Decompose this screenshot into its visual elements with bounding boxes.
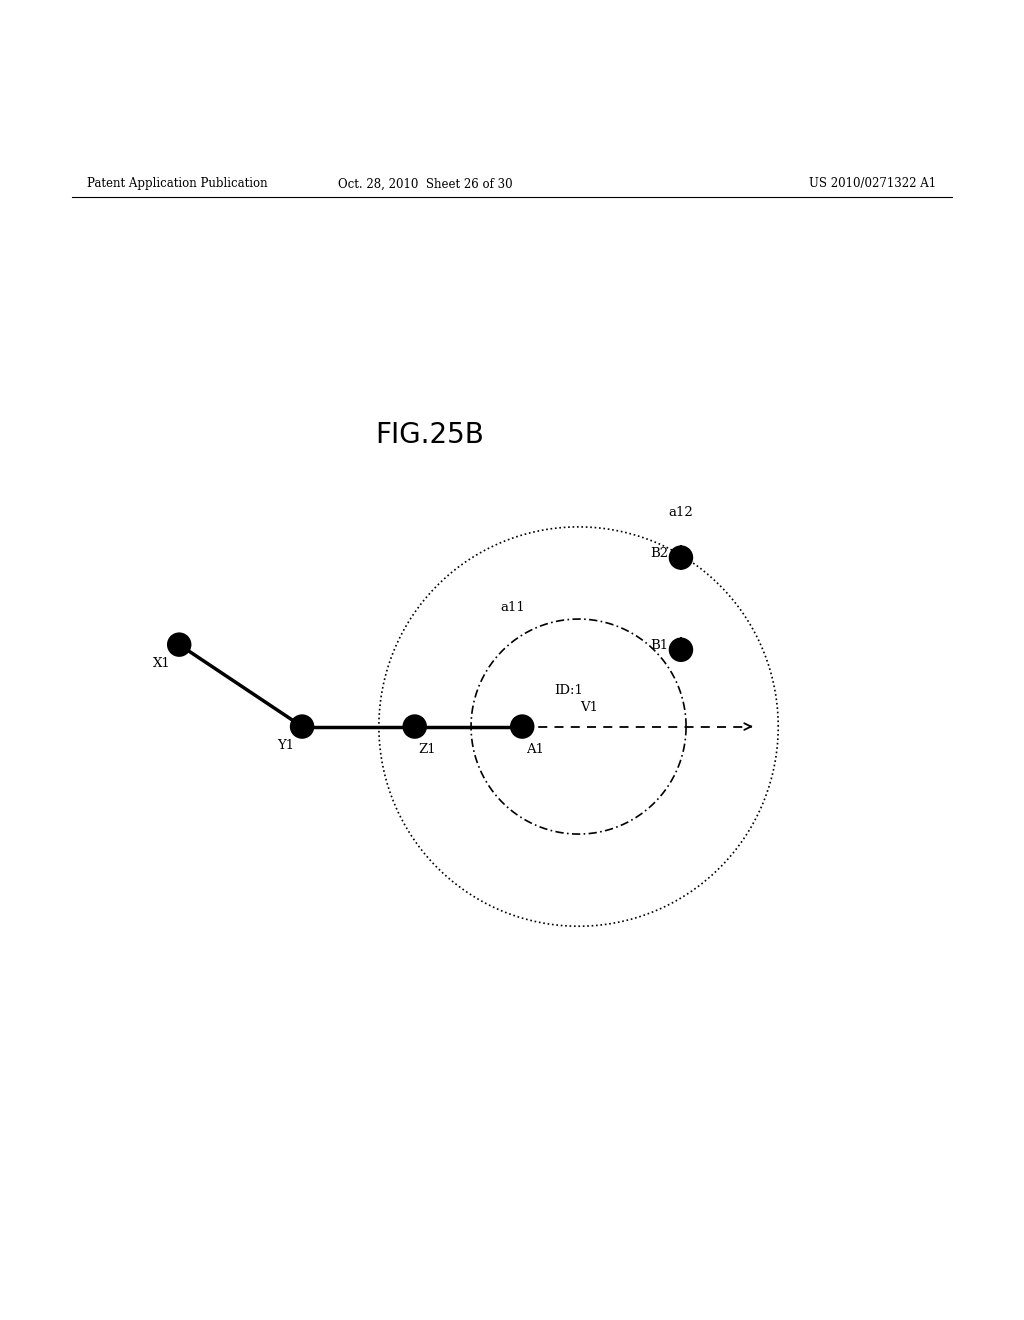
Text: Z1: Z1: [419, 743, 436, 756]
Text: V1: V1: [580, 701, 598, 714]
Text: Y1: Y1: [276, 739, 294, 752]
Text: B1: B1: [650, 639, 669, 652]
Text: A1: A1: [526, 743, 545, 756]
Circle shape: [670, 639, 692, 661]
Text: US 2010/0271322 A1: US 2010/0271322 A1: [809, 177, 936, 190]
Text: ID:1: ID:1: [554, 684, 583, 697]
Circle shape: [403, 715, 426, 738]
Text: B2: B2: [650, 546, 669, 560]
Text: X1: X1: [154, 657, 171, 671]
Text: FIG.25B: FIG.25B: [376, 421, 484, 449]
Text: a12: a12: [669, 506, 693, 519]
Circle shape: [168, 634, 190, 656]
Circle shape: [291, 715, 313, 738]
Text: Oct. 28, 2010  Sheet 26 of 30: Oct. 28, 2010 Sheet 26 of 30: [338, 177, 512, 190]
Text: a11: a11: [500, 601, 524, 614]
Circle shape: [670, 546, 692, 569]
Circle shape: [511, 715, 534, 738]
Text: Patent Application Publication: Patent Application Publication: [87, 177, 267, 190]
